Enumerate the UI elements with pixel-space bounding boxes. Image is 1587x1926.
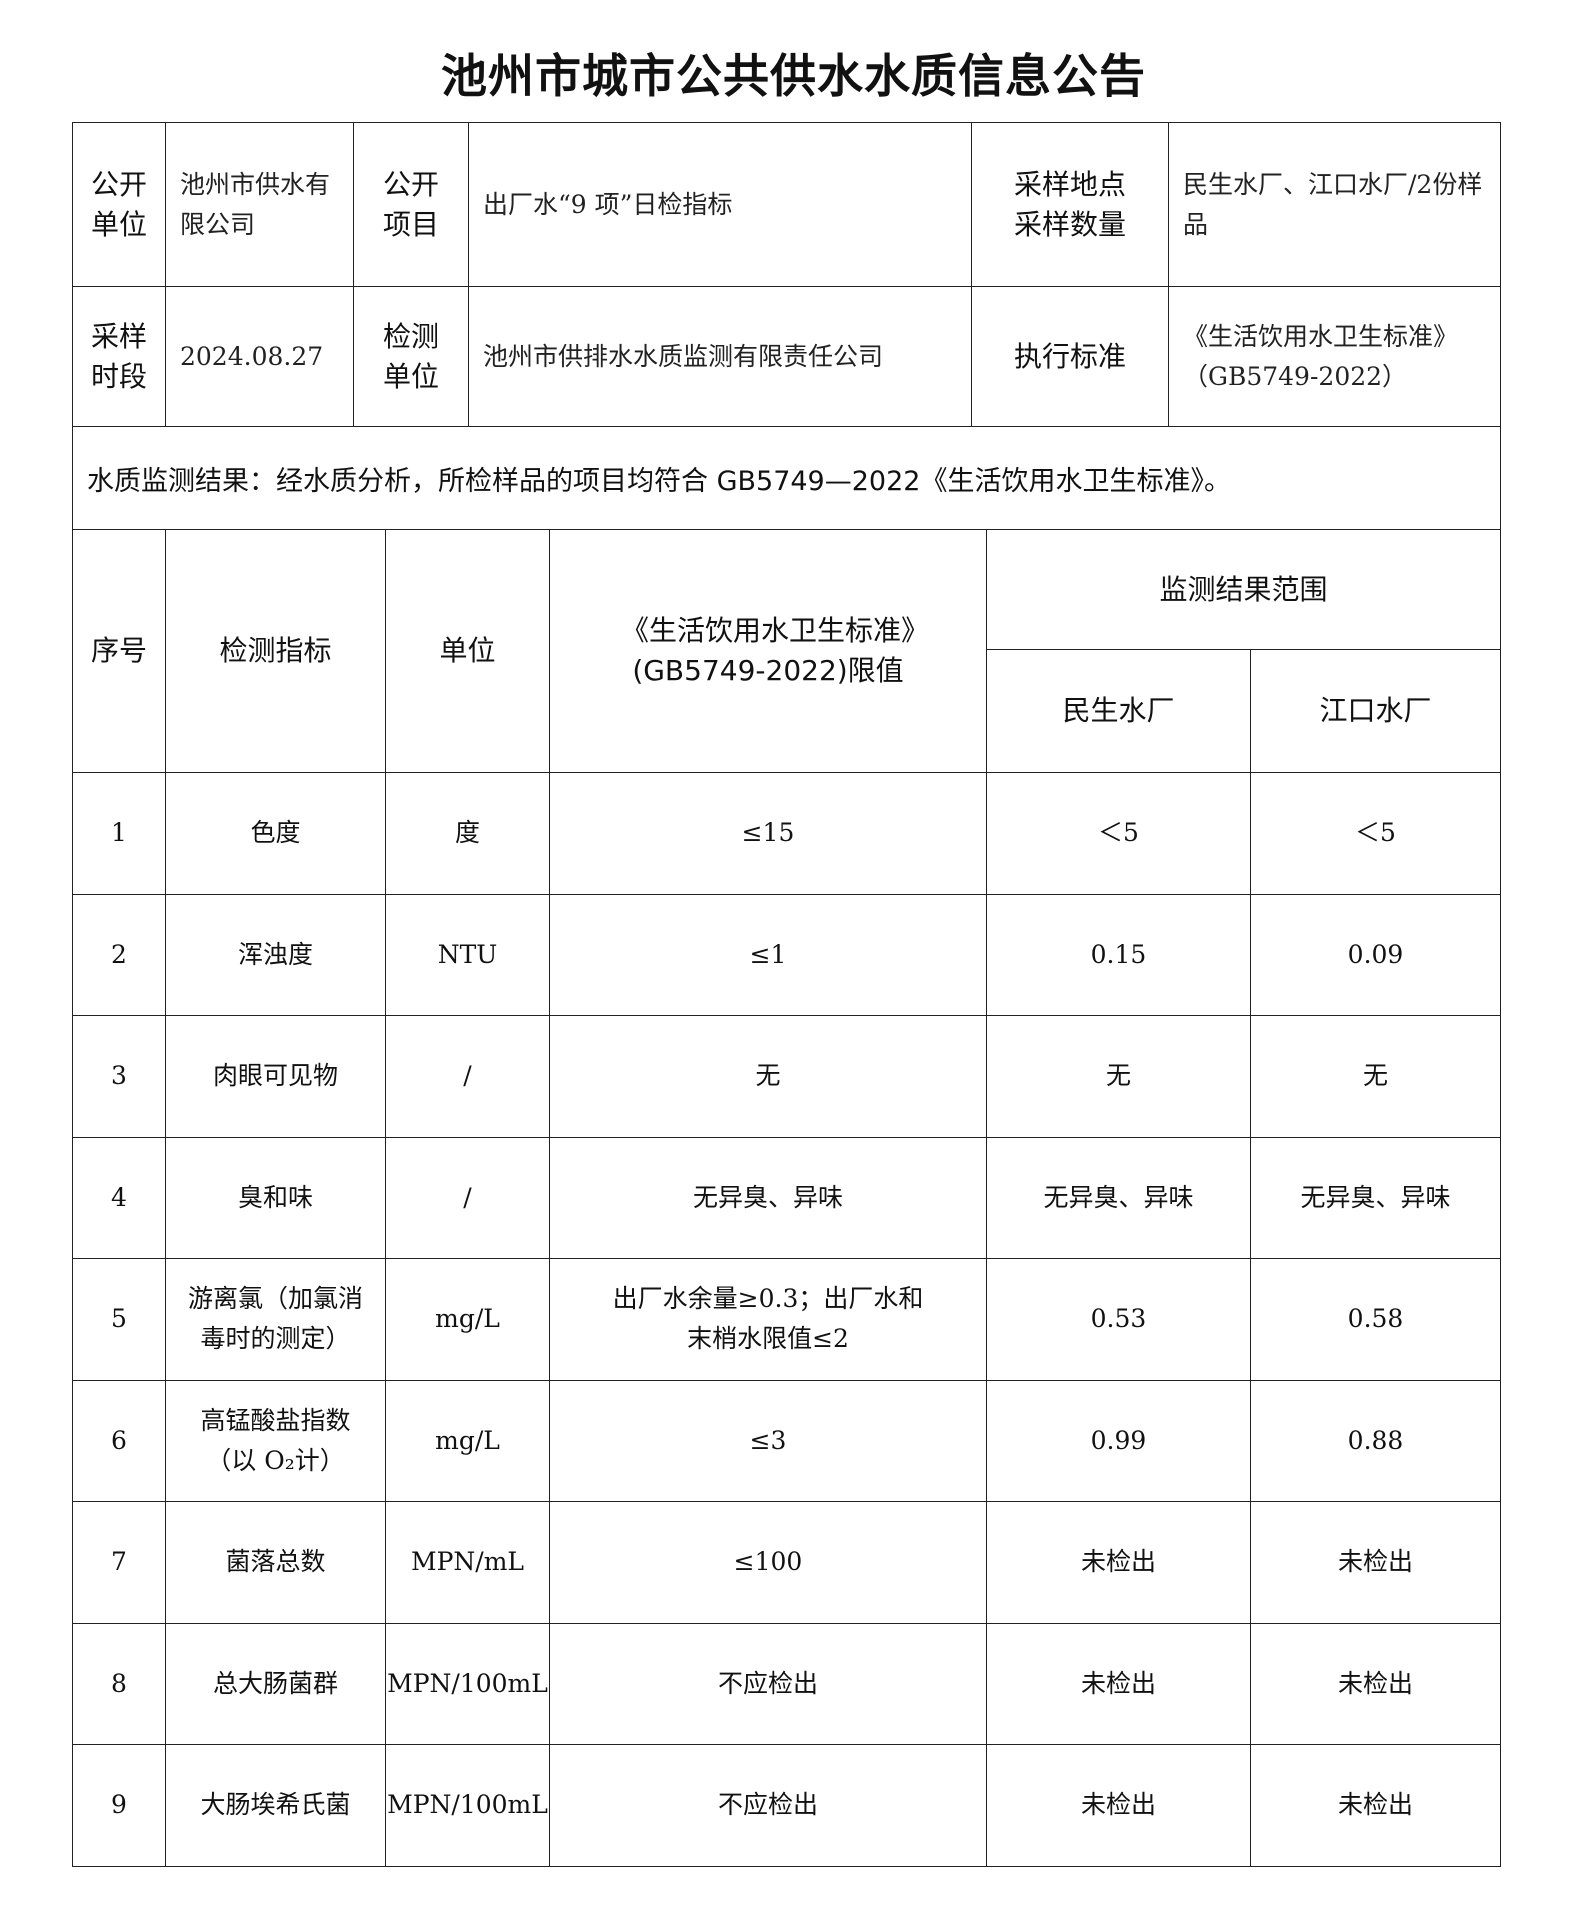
period-label: 采样时段 bbox=[72, 286, 166, 427]
table-row: 3 肉眼可见物 / 无无无 bbox=[72, 1015, 1502, 1138]
cell-limit: 不应检出 bbox=[549, 1622, 987, 1745]
table-row: 2 浑浊度 NTU ≤1 0.15 0.09 bbox=[72, 893, 1502, 1016]
table-row: 5 游离氯（加氯消毒时的测定） mg/L 出厂水余量≥0.3；出厂水和末梢水限值≤2 0… bbox=[72, 1258, 1502, 1381]
header-range: 监测结果范围 bbox=[985, 529, 1502, 650]
result-summary: 水质监测结果：经水质分析，所检样品的项目均符合 GB5749—2022《生活饮用… bbox=[72, 426, 1501, 530]
header-indicator: 检测指标 bbox=[165, 529, 386, 773]
table-row: 9 大肠埃希氏菌 MPN/100mL 不应检出 未检出 未检出 bbox=[72, 1744, 1502, 1867]
cell-indicator: 总大肠菌群 bbox=[165, 1622, 386, 1745]
lab-value: 池州市供排水水质监测有限责任公司 bbox=[468, 286, 972, 427]
cell-no: 3 bbox=[72, 1015, 166, 1138]
publisher-label: 公开单位 bbox=[72, 122, 166, 287]
cell-limit: 无异臭、异味 bbox=[549, 1136, 987, 1259]
cell-indicator: 大肠埃希氏菌 bbox=[165, 1744, 386, 1867]
sampling-label: 采样地点采样数量 bbox=[971, 122, 1169, 287]
cell-no: 5 bbox=[72, 1258, 166, 1381]
cell-plant1: 0.53 bbox=[986, 1258, 1251, 1381]
cell-plant1: 未检出 bbox=[986, 1744, 1251, 1867]
lab-label: 检测单位 bbox=[353, 286, 469, 427]
cell-no: 9 bbox=[72, 1744, 166, 1867]
cell-plant1: 未检出 bbox=[986, 1501, 1251, 1624]
cell-plant2: 0.09 bbox=[1249, 893, 1502, 1016]
cell-indicator: 色度 bbox=[165, 772, 386, 895]
cell-unit: mg/L bbox=[385, 1379, 550, 1502]
table-row: 4 臭和味 / 无异臭、异味 无异臭、异味 无异臭、异味 bbox=[72, 1136, 1502, 1259]
cell-indicator: 肉眼可见物 bbox=[165, 1015, 386, 1138]
cell-limit: 出厂水余量≥0.3；出厂水和末梢水限值≤2 bbox=[549, 1258, 987, 1381]
publisher-value: 池州市供水有限公司 bbox=[165, 122, 354, 287]
cell-no: 2 bbox=[72, 893, 166, 1016]
cell-limit: ≤3 bbox=[549, 1379, 987, 1502]
cell-plant2: 0.88 bbox=[1249, 1379, 1502, 1502]
period-value: 2024.08.27 bbox=[165, 286, 354, 427]
header-limit: 《生活饮用水卫生标准》(GB5749-2022)限值 bbox=[549, 529, 987, 773]
table-row: 1 色度度 ≤15 ＜5 ＜5 bbox=[72, 772, 1502, 895]
cell-unit: MPN/mL bbox=[385, 1501, 550, 1624]
item-label: 公开项目 bbox=[353, 122, 469, 287]
cell-unit: MPN/100mL bbox=[385, 1744, 550, 1867]
cell-plant2: 未检出 bbox=[1249, 1744, 1502, 1867]
table-row: 6 高锰酸盐指数（以 O₂计） mg/L ≤3 0.99 0.88 bbox=[72, 1379, 1502, 1502]
table-row: 8 总大肠菌群 MPN/100mL 不应检出 未检出 未检出 bbox=[72, 1622, 1502, 1745]
cell-unit: MPN/100mL bbox=[385, 1622, 550, 1745]
cell-plant2: 未检出 bbox=[1249, 1501, 1502, 1624]
cell-plant1: ＜5 bbox=[986, 772, 1251, 895]
page-title: 池州市城市公共供水水质信息公告 bbox=[441, 49, 1146, 103]
cell-plant2: ＜5 bbox=[1249, 772, 1502, 895]
cell-plant1: 无 bbox=[986, 1015, 1251, 1138]
cell-no: 6 bbox=[72, 1379, 166, 1502]
info-table: 公开单位 池州市供水有限公司 公开项目 出厂水“9 项”日检指标 采样地点采样数… bbox=[72, 122, 1501, 530]
cell-unit: NTU bbox=[385, 893, 550, 1016]
cell-limit: ≤15 bbox=[549, 772, 987, 895]
cell-indicator: 游离氯（加氯消毒时的测定） bbox=[165, 1258, 386, 1381]
header-unit: 单位 bbox=[385, 529, 550, 773]
cell-plant2: 0.58 bbox=[1249, 1258, 1502, 1381]
item-value: 出厂水“9 项”日检指标 bbox=[468, 122, 972, 287]
cell-no: 8 bbox=[72, 1622, 166, 1745]
cell-indicator: 臭和味 bbox=[165, 1136, 386, 1259]
header-plant-jiangkou: 江口水厂 bbox=[1249, 649, 1502, 773]
cell-no: 1 bbox=[72, 772, 166, 895]
cell-no: 7 bbox=[72, 1501, 166, 1624]
cell-plant2: 未检出 bbox=[1249, 1622, 1502, 1745]
cell-unit: mg/L bbox=[385, 1258, 550, 1381]
cell-plant2: 无 bbox=[1249, 1015, 1502, 1138]
cell-indicator: 菌落总数 bbox=[165, 1501, 386, 1624]
results-table: 序号 检测指标 单位 《生活饮用水卫生标准》(GB5749-2022)限值 监测… bbox=[72, 529, 1502, 1867]
cell-plant2: 无异臭、异味 bbox=[1249, 1136, 1502, 1259]
header-plant-minsheng: 民生水厂 bbox=[986, 649, 1251, 773]
cell-limit: ≤1 bbox=[549, 893, 987, 1016]
table-row: 7 菌落总数 MPN/mL ≤100 未检出 未检出 bbox=[72, 1501, 1502, 1624]
standard-value: 《生活饮用水卫生标准》（GB5749-2022） bbox=[1168, 286, 1501, 427]
cell-limit: ≤100 bbox=[549, 1501, 987, 1624]
cell-plant1: 无异臭、异味 bbox=[986, 1136, 1251, 1259]
cell-unit: 度 bbox=[385, 772, 550, 895]
header-no: 序号 bbox=[72, 529, 166, 773]
cell-plant1: 未检出 bbox=[986, 1622, 1251, 1745]
cell-plant1: 0.15 bbox=[986, 893, 1251, 1016]
cell-limit: 不应检出 bbox=[549, 1744, 987, 1867]
cell-limit: 无 bbox=[549, 1015, 987, 1138]
cell-indicator: 高锰酸盐指数（以 O₂计） bbox=[165, 1379, 386, 1502]
cell-plant1: 0.99 bbox=[986, 1379, 1251, 1502]
cell-no: 4 bbox=[72, 1136, 166, 1259]
sampling-value: 民生水厂、江口水厂/2份样品 bbox=[1168, 122, 1501, 287]
standard-label: 执行标准 bbox=[971, 286, 1169, 427]
cell-unit: / bbox=[385, 1136, 550, 1259]
cell-indicator: 浑浊度 bbox=[165, 893, 386, 1016]
cell-unit: / bbox=[385, 1015, 550, 1138]
